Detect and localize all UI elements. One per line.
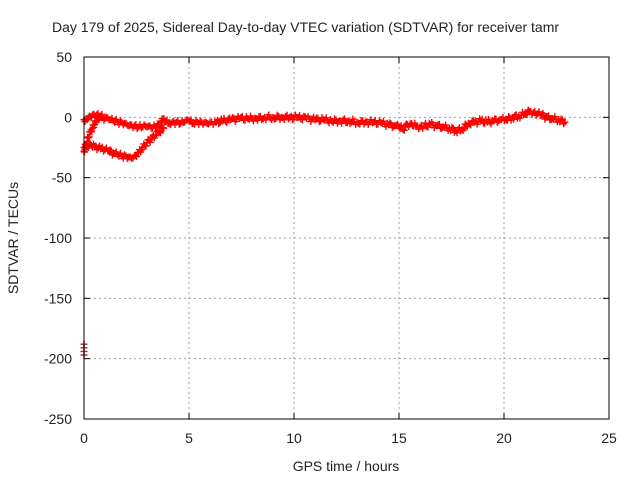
- x-tick-label: 25: [601, 430, 617, 446]
- y-tick-label: -100: [44, 230, 72, 246]
- data-point: [331, 115, 339, 123]
- data-point: [505, 113, 513, 121]
- data-point: [175, 120, 183, 128]
- data-point: [453, 129, 461, 137]
- y-axis-label: SDTVAR / TECUs: [5, 182, 21, 294]
- x-tick-labels: 0 5 10 15 20 25: [80, 430, 617, 446]
- data-point: [399, 125, 407, 133]
- data-point: [265, 111, 273, 119]
- data-point: [160, 115, 168, 123]
- y-tick-label: 0: [64, 109, 72, 125]
- y-tick-label: 50: [56, 49, 72, 65]
- data-point: [435, 120, 443, 128]
- data-point: [157, 129, 165, 137]
- data-points: [80, 106, 569, 359]
- plot-frame: [83, 56, 610, 420]
- x-tick-label: 20: [496, 430, 512, 446]
- data-point: [448, 123, 456, 131]
- data-point: [215, 120, 223, 128]
- data-point: [106, 146, 114, 154]
- data-point: [121, 151, 129, 159]
- data-point: [146, 138, 154, 146]
- data-point: [142, 142, 150, 150]
- y-tick-label: -150: [44, 290, 72, 306]
- data-point: [557, 115, 565, 123]
- chart-title: Day 179 of 2025, Sidereal Day-to-day VTE…: [52, 19, 559, 35]
- x-axis-label: GPS time / hours: [293, 458, 400, 474]
- data-point: [273, 111, 281, 119]
- data-point: [346, 119, 354, 127]
- x-tick-label: 0: [80, 430, 88, 446]
- data-point: [280, 116, 288, 124]
- data-point: [88, 128, 96, 136]
- x-tick-label: 5: [185, 430, 193, 446]
- data-point: [467, 121, 475, 129]
- data-point: [228, 113, 236, 121]
- data-point: [510, 115, 518, 123]
- y-tick-label: -200: [44, 351, 72, 367]
- y-tick-label: -50: [52, 170, 72, 186]
- x-tick-label: 10: [286, 430, 302, 446]
- data-point: [98, 110, 106, 118]
- data-point: [156, 128, 164, 136]
- data-point: [296, 111, 304, 119]
- data-point: [386, 119, 394, 127]
- data-point: [322, 114, 330, 122]
- data-point: [163, 116, 171, 124]
- data-point: [400, 126, 408, 134]
- data-point: [223, 119, 231, 127]
- data-point: [545, 112, 553, 120]
- data-point: [561, 118, 569, 126]
- x-tick-label: 15: [391, 430, 407, 446]
- data-point: [133, 153, 140, 161]
- y-tick-label: -250: [44, 411, 72, 427]
- data-point: [94, 115, 102, 123]
- data-point: [116, 117, 124, 125]
- data-point: [95, 116, 103, 124]
- data-point: [340, 115, 348, 123]
- y-tick-labels: -250 -200 -150 -100 -50 0 50: [44, 49, 72, 427]
- data-point: [160, 124, 168, 132]
